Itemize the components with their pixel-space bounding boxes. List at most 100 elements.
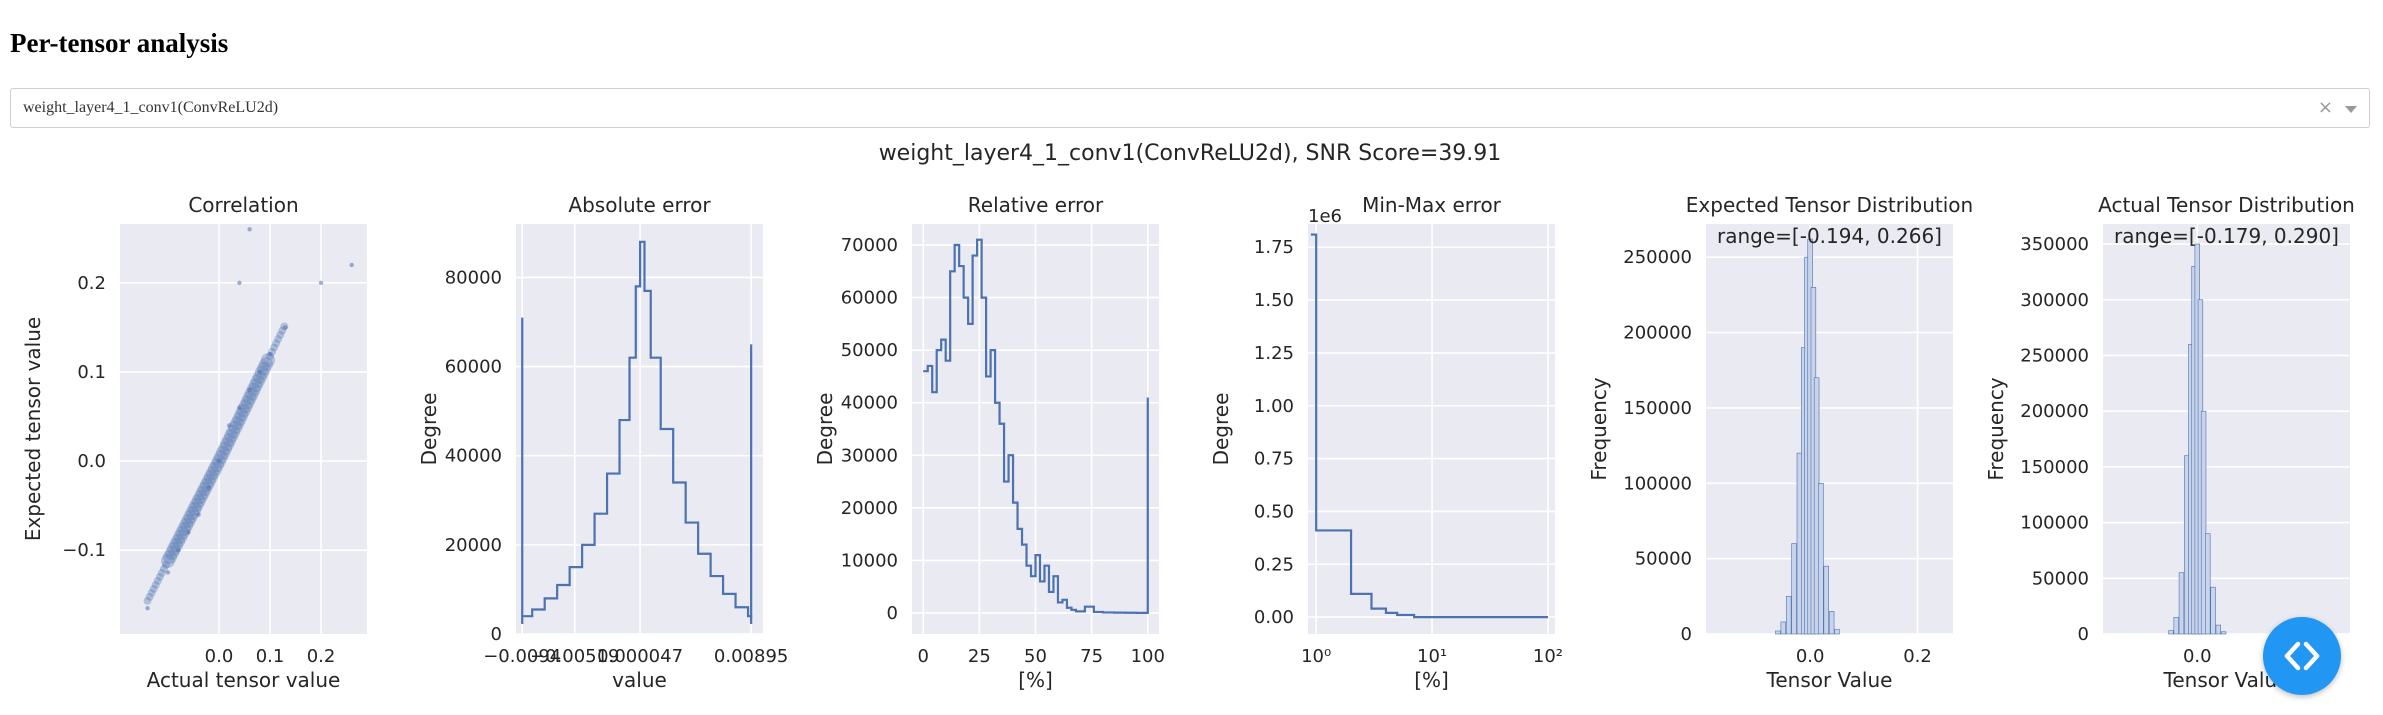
y-tick-label: 40000 <box>841 393 898 414</box>
data-point <box>145 605 150 611</box>
data-point <box>227 423 232 428</box>
data-point <box>258 357 273 372</box>
close-icon[interactable]: × <box>2317 97 2333 118</box>
histogram-bar <box>2210 586 2216 635</box>
chart-panel-6 <box>2103 224 2350 635</box>
y-tick-label: 50000 <box>1635 549 1692 570</box>
data-point <box>205 466 220 481</box>
data-point <box>153 576 162 585</box>
y-tick-label: 60000 <box>445 357 502 378</box>
y-tick-label: 80000 <box>445 267 502 288</box>
data-point <box>274 335 283 344</box>
y-tick-label: 70000 <box>841 235 898 256</box>
data-point <box>173 529 188 544</box>
data-point <box>224 428 239 443</box>
histogram-bar <box>1828 611 1835 635</box>
y-tick-label: 20000 <box>841 498 898 519</box>
data-point <box>238 399 253 414</box>
x-tick-label: 25 <box>968 646 991 667</box>
plot-area <box>1706 224 1953 634</box>
chart-panel-1 <box>120 224 367 634</box>
chart-panel-3 <box>912 224 1159 634</box>
data-point <box>196 512 201 517</box>
y-tick-label: 0.0 <box>77 451 106 472</box>
y-tick-label: 200000 <box>1623 323 1692 344</box>
x-tick-label: 0.0 <box>2183 646 2212 667</box>
data-point <box>161 560 170 569</box>
histogram-bar <box>1834 629 1840 635</box>
data-point <box>232 412 247 427</box>
data-point <box>183 509 198 524</box>
data-point <box>237 280 242 286</box>
histogram-bar <box>1775 630 1781 635</box>
data-point <box>167 541 182 556</box>
data-point <box>268 347 277 356</box>
figure-suptitle: weight_layer4_1_conv1(ConvReLU2d), SNR S… <box>879 141 1502 166</box>
data-point <box>272 339 281 348</box>
x-tick-label: 75 <box>1080 646 1103 667</box>
range-annotation: range=[-0.194, 0.266] <box>1717 224 1942 248</box>
y-tick-label: −0.1 <box>62 540 106 561</box>
histogram-bar <box>2215 624 2222 635</box>
data-point <box>280 322 289 331</box>
data-point <box>212 454 227 469</box>
data-point <box>276 330 285 339</box>
data-point <box>250 374 265 389</box>
x-tick-label: 0.2 <box>307 646 336 667</box>
data-point <box>177 521 192 536</box>
x-axis-label: Tensor Value <box>1766 668 1893 692</box>
data-point <box>201 474 216 489</box>
histogram-bar <box>2178 572 2185 635</box>
histogram-bar <box>2220 631 2227 635</box>
x-tick-label: 0.1 <box>256 646 285 667</box>
x-axis-label: value <box>612 668 667 692</box>
data-point <box>237 405 242 410</box>
data-point <box>220 437 235 452</box>
data-point <box>181 513 196 528</box>
chart-panel-5 <box>1706 224 1953 635</box>
data-point <box>186 530 191 535</box>
tensor-select[interactable]: weight_layer4_1_conv1(ConvReLU2d) × <box>10 88 2370 128</box>
chevron-down-icon[interactable] <box>2345 106 2357 113</box>
histogram-bar <box>1818 482 1824 635</box>
y-tick-label: 200000 <box>2020 401 2089 422</box>
data-point <box>247 227 252 232</box>
code-view-button[interactable] <box>2263 617 2341 695</box>
plot-area <box>120 224 367 634</box>
data-point <box>165 545 180 560</box>
data-point <box>195 486 210 501</box>
x-tick-label: 10⁰ <box>1301 646 1331 667</box>
data-point <box>242 390 257 405</box>
data-point <box>260 353 275 368</box>
y-tick-label: 0 <box>491 624 502 645</box>
chart-title: Actual Tensor Distribution <box>2098 193 2355 217</box>
chart-title: Relative error <box>968 193 1104 217</box>
data-point <box>236 403 251 418</box>
y-tick-label: 300000 <box>2020 290 2089 311</box>
x-tick-label: 0.000047 <box>597 646 683 667</box>
data-point <box>248 378 263 393</box>
y-tick-label: 50000 <box>841 340 898 361</box>
tensor-select-value: weight_layer4_1_conv1(ConvReLU2d) <box>23 99 279 116</box>
histogram-bar <box>2173 616 2179 635</box>
y-tick-label: 40000 <box>445 446 502 467</box>
data-point <box>278 326 287 335</box>
histogram-bar <box>1785 596 1792 635</box>
data-point <box>185 505 200 520</box>
data-point <box>155 572 164 581</box>
data-point <box>193 490 208 505</box>
data-point <box>209 458 224 473</box>
chart-title: Min-Max error <box>1362 193 1502 217</box>
data-point <box>267 351 273 357</box>
data-point <box>163 549 178 564</box>
x-tick-label: −0.00519 <box>530 646 620 667</box>
y-tick-label: 0.00 <box>1254 607 1294 628</box>
data-point <box>214 449 229 464</box>
y-scale-label: 1e6 <box>1308 206 1342 227</box>
data-point <box>159 564 168 573</box>
data-point <box>169 537 184 552</box>
x-tick-label: −0.0094 <box>483 646 561 667</box>
y-tick-label: 20000 <box>445 535 502 556</box>
chart-panel-4 <box>1308 224 1555 634</box>
